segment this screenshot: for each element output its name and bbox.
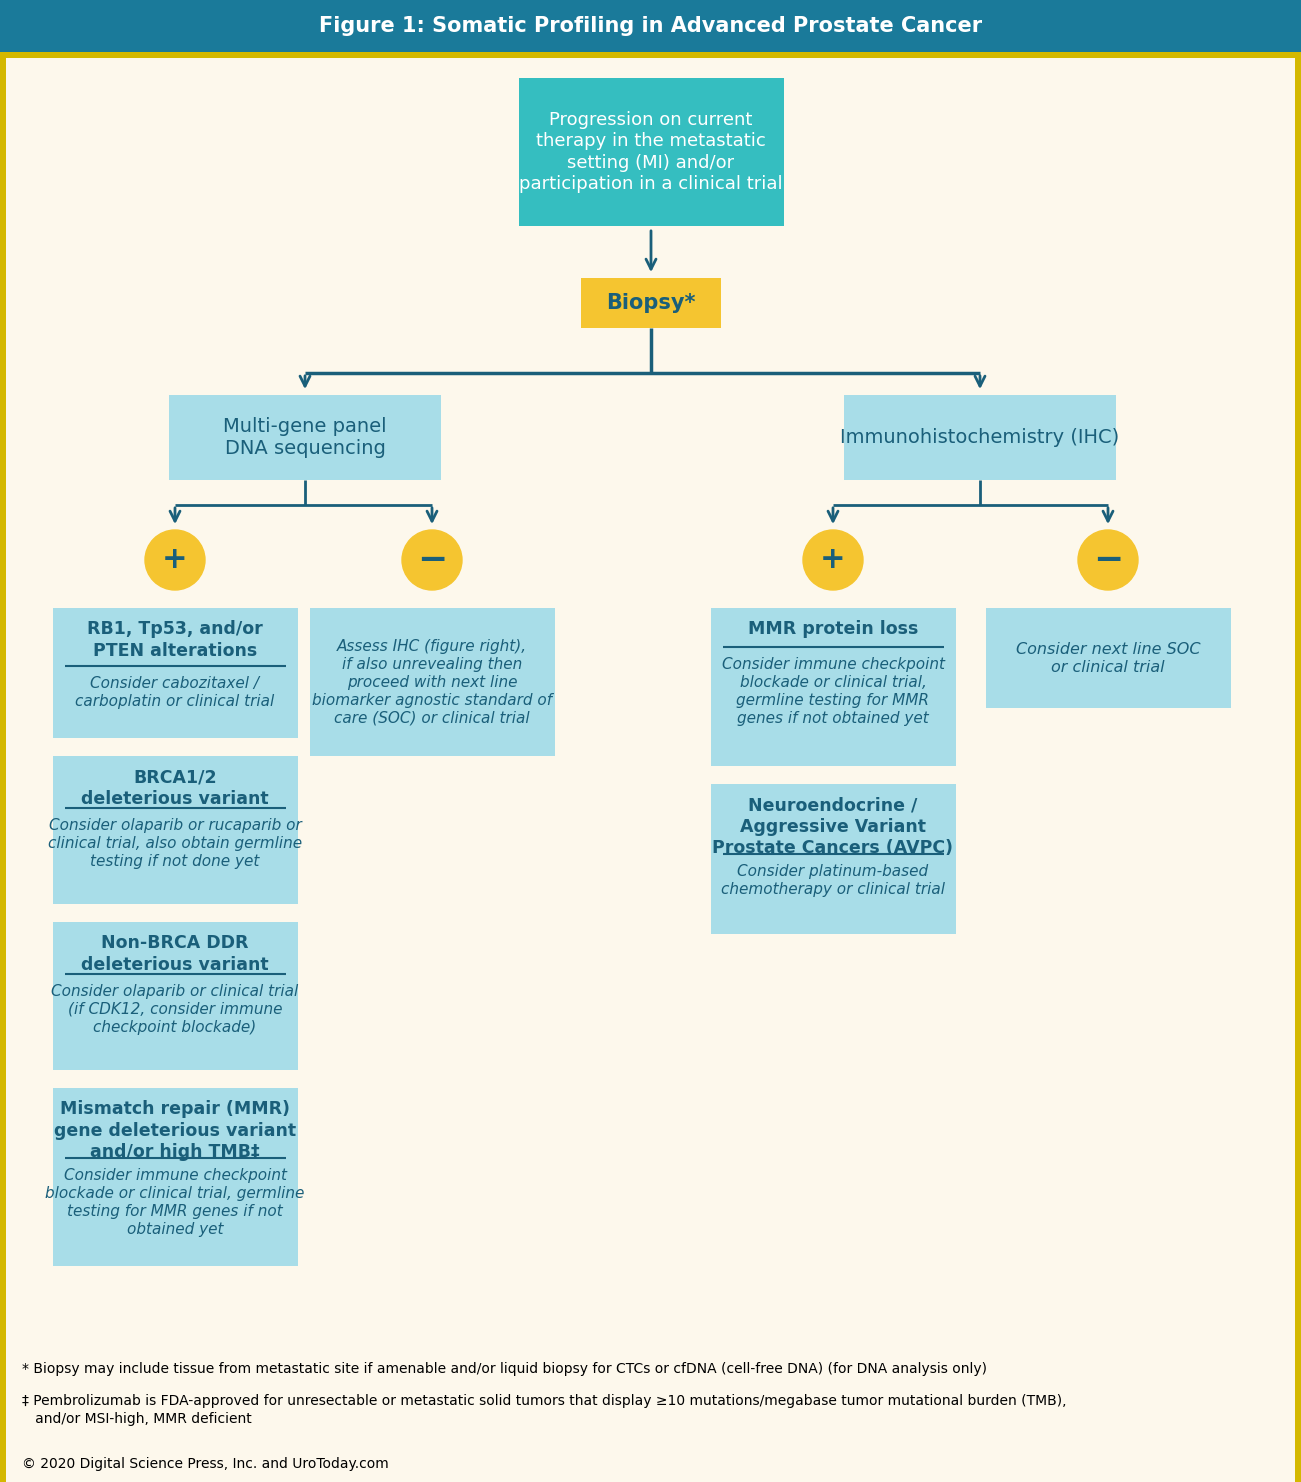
- Text: −: −: [1093, 542, 1123, 576]
- Text: +: +: [820, 545, 846, 575]
- Text: Mismatch repair (MMR)
gene deleterious variant
and/or high TMB‡: Mismatch repair (MMR) gene deleterious v…: [53, 1100, 297, 1160]
- Text: Neuroendocrine /
Aggressive Variant
Prostate Cancers (AVPC): Neuroendocrine / Aggressive Variant Pros…: [713, 796, 954, 857]
- FancyBboxPatch shape: [52, 608, 298, 738]
- Text: Consider cabozitaxel /
carboplatin or clinical trial: Consider cabozitaxel / carboplatin or cl…: [75, 676, 275, 708]
- FancyBboxPatch shape: [582, 279, 721, 328]
- Text: Consider next line SOC
or clinical trial: Consider next line SOC or clinical trial: [1016, 642, 1201, 674]
- Circle shape: [1079, 531, 1138, 590]
- Text: Assess IHC (figure right),
if also unrevealing then
proceed with next line
bioma: Assess IHC (figure right), if also unrev…: [312, 639, 552, 726]
- FancyBboxPatch shape: [1294, 58, 1301, 1482]
- FancyBboxPatch shape: [710, 784, 955, 934]
- Text: −: −: [416, 542, 448, 576]
- FancyBboxPatch shape: [844, 396, 1116, 480]
- Text: Consider platinum-based
chemotherapy or clinical trial: Consider platinum-based chemotherapy or …: [721, 864, 945, 897]
- FancyBboxPatch shape: [52, 756, 298, 904]
- FancyBboxPatch shape: [169, 396, 441, 480]
- Text: Consider olaparib or rucaparib or
clinical trial, also obtain germline
testing i: Consider olaparib or rucaparib or clinic…: [48, 818, 302, 868]
- Text: Consider immune checkpoint
blockade or clinical trial, germline
testing for MMR : Consider immune checkpoint blockade or c…: [46, 1168, 304, 1237]
- Circle shape: [402, 531, 462, 590]
- Text: Immunohistochemistry (IHC): Immunohistochemistry (IHC): [840, 428, 1120, 448]
- FancyBboxPatch shape: [710, 608, 955, 766]
- Text: +: +: [163, 545, 187, 575]
- Text: Multi-gene panel
DNA sequencing: Multi-gene panel DNA sequencing: [224, 416, 386, 458]
- FancyBboxPatch shape: [52, 1088, 298, 1266]
- Text: Consider immune checkpoint
blockade or clinical trial,
germline testing for MMR
: Consider immune checkpoint blockade or c…: [722, 657, 945, 726]
- Text: Progression on current
therapy in the metastatic
setting (MI) and/or
participati: Progression on current therapy in the me…: [519, 111, 783, 193]
- Text: © 2020 Digital Science Press, Inc. and UroToday.com: © 2020 Digital Science Press, Inc. and U…: [22, 1457, 389, 1472]
- FancyBboxPatch shape: [985, 608, 1231, 708]
- FancyBboxPatch shape: [52, 922, 298, 1070]
- Text: MMR protein loss: MMR protein loss: [748, 619, 919, 637]
- Circle shape: [144, 531, 206, 590]
- Text: and/or MSI-high, MMR deficient: and/or MSI-high, MMR deficient: [22, 1412, 252, 1426]
- Text: Non-BRCA DDR
deleterious variant: Non-BRCA DDR deleterious variant: [81, 934, 269, 974]
- FancyBboxPatch shape: [0, 0, 1301, 52]
- Text: * Biopsy may include tissue from metastatic site if amenable and/or liquid biops: * Biopsy may include tissue from metasta…: [22, 1362, 987, 1375]
- Circle shape: [803, 531, 863, 590]
- Text: ‡ Pembrolizumab is FDA-approved for unresectable or metastatic solid tumors that: ‡ Pembrolizumab is FDA-approved for unre…: [22, 1395, 1067, 1408]
- Text: Figure 1: Somatic Profiling in Advanced Prostate Cancer: Figure 1: Somatic Profiling in Advanced …: [319, 16, 982, 36]
- FancyBboxPatch shape: [519, 79, 783, 225]
- FancyBboxPatch shape: [310, 608, 554, 756]
- Text: BRCA1/2
deleterious variant: BRCA1/2 deleterious variant: [81, 768, 269, 808]
- Text: Biopsy*: Biopsy*: [606, 293, 696, 313]
- Text: RB1, Tp53, and/or
PTEN alterations: RB1, Tp53, and/or PTEN alterations: [87, 619, 263, 659]
- FancyBboxPatch shape: [0, 52, 1301, 58]
- FancyBboxPatch shape: [0, 58, 7, 1482]
- Text: Consider olaparib or clinical trial
(if CDK12, consider immune
checkpoint blocka: Consider olaparib or clinical trial (if …: [51, 984, 299, 1034]
